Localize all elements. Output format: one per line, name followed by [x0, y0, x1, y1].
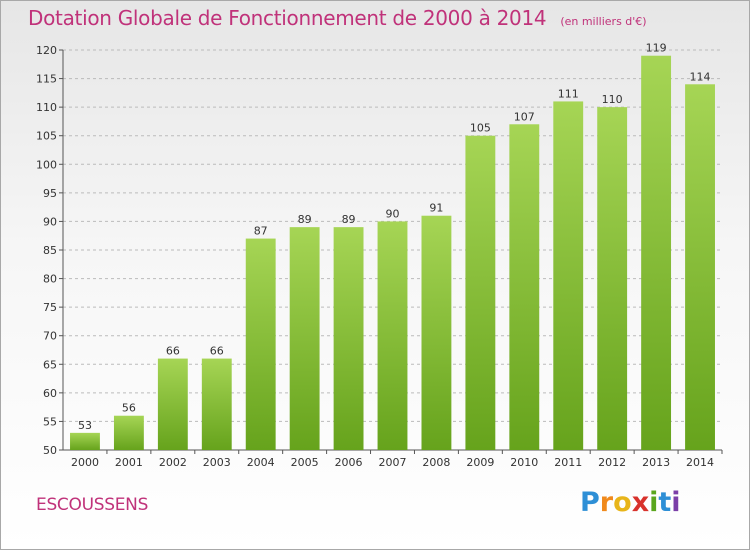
logo-letter: o — [613, 487, 632, 518]
bar-2007 — [377, 221, 408, 450]
x-tick-label: 2005 — [291, 456, 319, 469]
data-label-2001: 56 — [122, 402, 136, 415]
logo-letter: x — [631, 487, 650, 518]
axis-layer: 50 55 60 65 70 75 80 85 90 95 100 105 110 115 120 2000 2… — [36, 44, 723, 469]
bar-2003 — [201, 358, 232, 450]
y-tick-label: 90 — [43, 215, 57, 228]
data-label-2005: 89 — [298, 213, 312, 226]
bar-2001 — [113, 415, 144, 450]
y-tick-label: 115 — [36, 73, 57, 86]
x-tick-label: 2014 — [686, 456, 714, 469]
y-tick-label: 100 — [36, 158, 57, 171]
x-tick-label: 2007 — [379, 456, 407, 469]
logo-letter: t — [658, 487, 672, 518]
y-tick-label: 120 — [36, 44, 57, 57]
y-tick-label: 60 — [43, 387, 57, 400]
data-label-2011: 111 — [558, 87, 579, 100]
commune-name: ESCOUSSENS — [36, 495, 149, 515]
y-tick-label: 110 — [36, 101, 57, 114]
bar-2006 — [333, 227, 364, 450]
x-tick-label: 2008 — [422, 456, 450, 469]
data-label-2008: 91 — [429, 202, 443, 215]
bar-2010 — [509, 124, 540, 451]
y-tick-label: 105 — [36, 130, 57, 143]
data-label-2009: 105 — [470, 122, 491, 135]
data-label-2003: 66 — [210, 345, 224, 358]
x-tick-label: 2003 — [203, 456, 231, 469]
data-label-layer: 53 56 66 66 87 89 89 90 91 105 107 111 110 119 114 — [78, 42, 711, 432]
bar-2004 — [245, 238, 276, 450]
chart-unit: (en milliers d'€) — [560, 15, 647, 28]
x-tick-label: 2004 — [247, 456, 275, 469]
x-tick-label: 2000 — [71, 456, 99, 469]
x-tick-label: 2002 — [159, 456, 187, 469]
y-tick-label: 75 — [43, 301, 57, 314]
bar-2013 — [641, 55, 672, 450]
data-label-2004: 87 — [254, 225, 268, 238]
y-tick-label: 50 — [43, 444, 57, 457]
bar-2002 — [157, 358, 188, 450]
bar-2009 — [465, 135, 496, 450]
data-label-2012: 110 — [602, 93, 623, 106]
bar-2014 — [685, 84, 715, 451]
bar-2000 — [70, 432, 100, 450]
data-label-2010: 107 — [514, 110, 535, 123]
logo-letter: P — [580, 487, 600, 518]
data-label-2007: 90 — [386, 207, 400, 220]
bar-2012 — [597, 107, 628, 451]
y-tick-label: 65 — [43, 358, 57, 371]
proxiti-logo[interactable]: Proxiti — [580, 487, 681, 518]
bar-layer — [70, 55, 715, 451]
bar-2005 — [289, 227, 320, 450]
logo-letter: i — [649, 487, 659, 518]
x-tick-label: 2012 — [598, 456, 626, 469]
y-tick-label: 70 — [43, 330, 57, 343]
x-tick-label: 2009 — [466, 456, 494, 469]
chart-title: Dotation Globale de Fonctionnement de 20… — [28, 6, 647, 30]
data-label-2014: 114 — [690, 70, 711, 83]
data-label-2000: 53 — [78, 419, 92, 432]
data-label-2013: 119 — [646, 42, 667, 55]
data-label-2002: 66 — [166, 345, 180, 358]
y-tick-label: 85 — [43, 244, 57, 257]
x-tick-label: 2001 — [115, 456, 143, 469]
y-tick-label: 55 — [43, 415, 57, 428]
y-tick-label: 95 — [43, 187, 57, 200]
logo-letter: r — [599, 487, 614, 518]
y-tick-label: 80 — [43, 273, 57, 286]
x-tick-label: 2011 — [554, 456, 582, 469]
chart-title-text: Dotation Globale de Fonctionnement de 20… — [28, 6, 547, 30]
bar-2008 — [421, 215, 452, 450]
x-tick-label: 2006 — [335, 456, 363, 469]
x-tick-label: 2013 — [642, 456, 670, 469]
x-tick-label: 2010 — [510, 456, 538, 469]
bar-2011 — [553, 101, 584, 450]
logo-letter: i — [671, 487, 681, 518]
data-label-2006: 89 — [342, 213, 356, 226]
